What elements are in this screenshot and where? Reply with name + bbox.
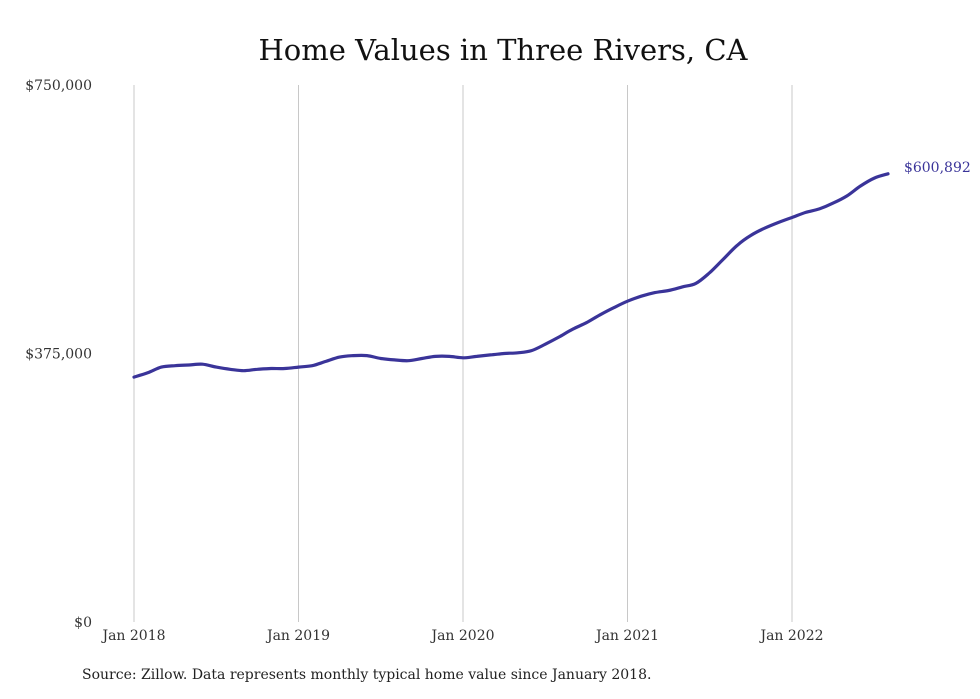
y-tick-label-0: $0 — [74, 615, 92, 631]
chart-title: Home Values in Three Rivers, CA — [259, 33, 749, 67]
x-tick-label-4: Jan 2022 — [758, 628, 823, 644]
y-tick-label-1: $375,000 — [25, 347, 92, 363]
series-group: $600,892 — [132, 160, 971, 379]
y-axis-ticks: $0 $375,000 $750,000 — [25, 78, 92, 631]
line-chart: Home Values in Three Rivers, CA $0 $375,0… — [25, 33, 971, 644]
series-line-0 — [132, 172, 890, 379]
x-tick-label-0: Jan 2018 — [100, 628, 165, 644]
y-tick-label-2: $750,000 — [25, 78, 92, 94]
x-tick-label-2: Jan 2020 — [429, 628, 494, 644]
end-value-label: $600,892 — [904, 160, 971, 176]
x-axis-ticks: Jan 2018 Jan 2019 Jan 2020 Jan 2021 Jan 2022 — [100, 628, 823, 644]
gridlines — [133, 85, 793, 622]
x-tick-label-1: Jan 2019 — [265, 628, 330, 644]
x-tick-label-3: Jan 2021 — [594, 628, 659, 644]
source-note: Source: Zillow. Data represents monthly … — [82, 667, 652, 683]
